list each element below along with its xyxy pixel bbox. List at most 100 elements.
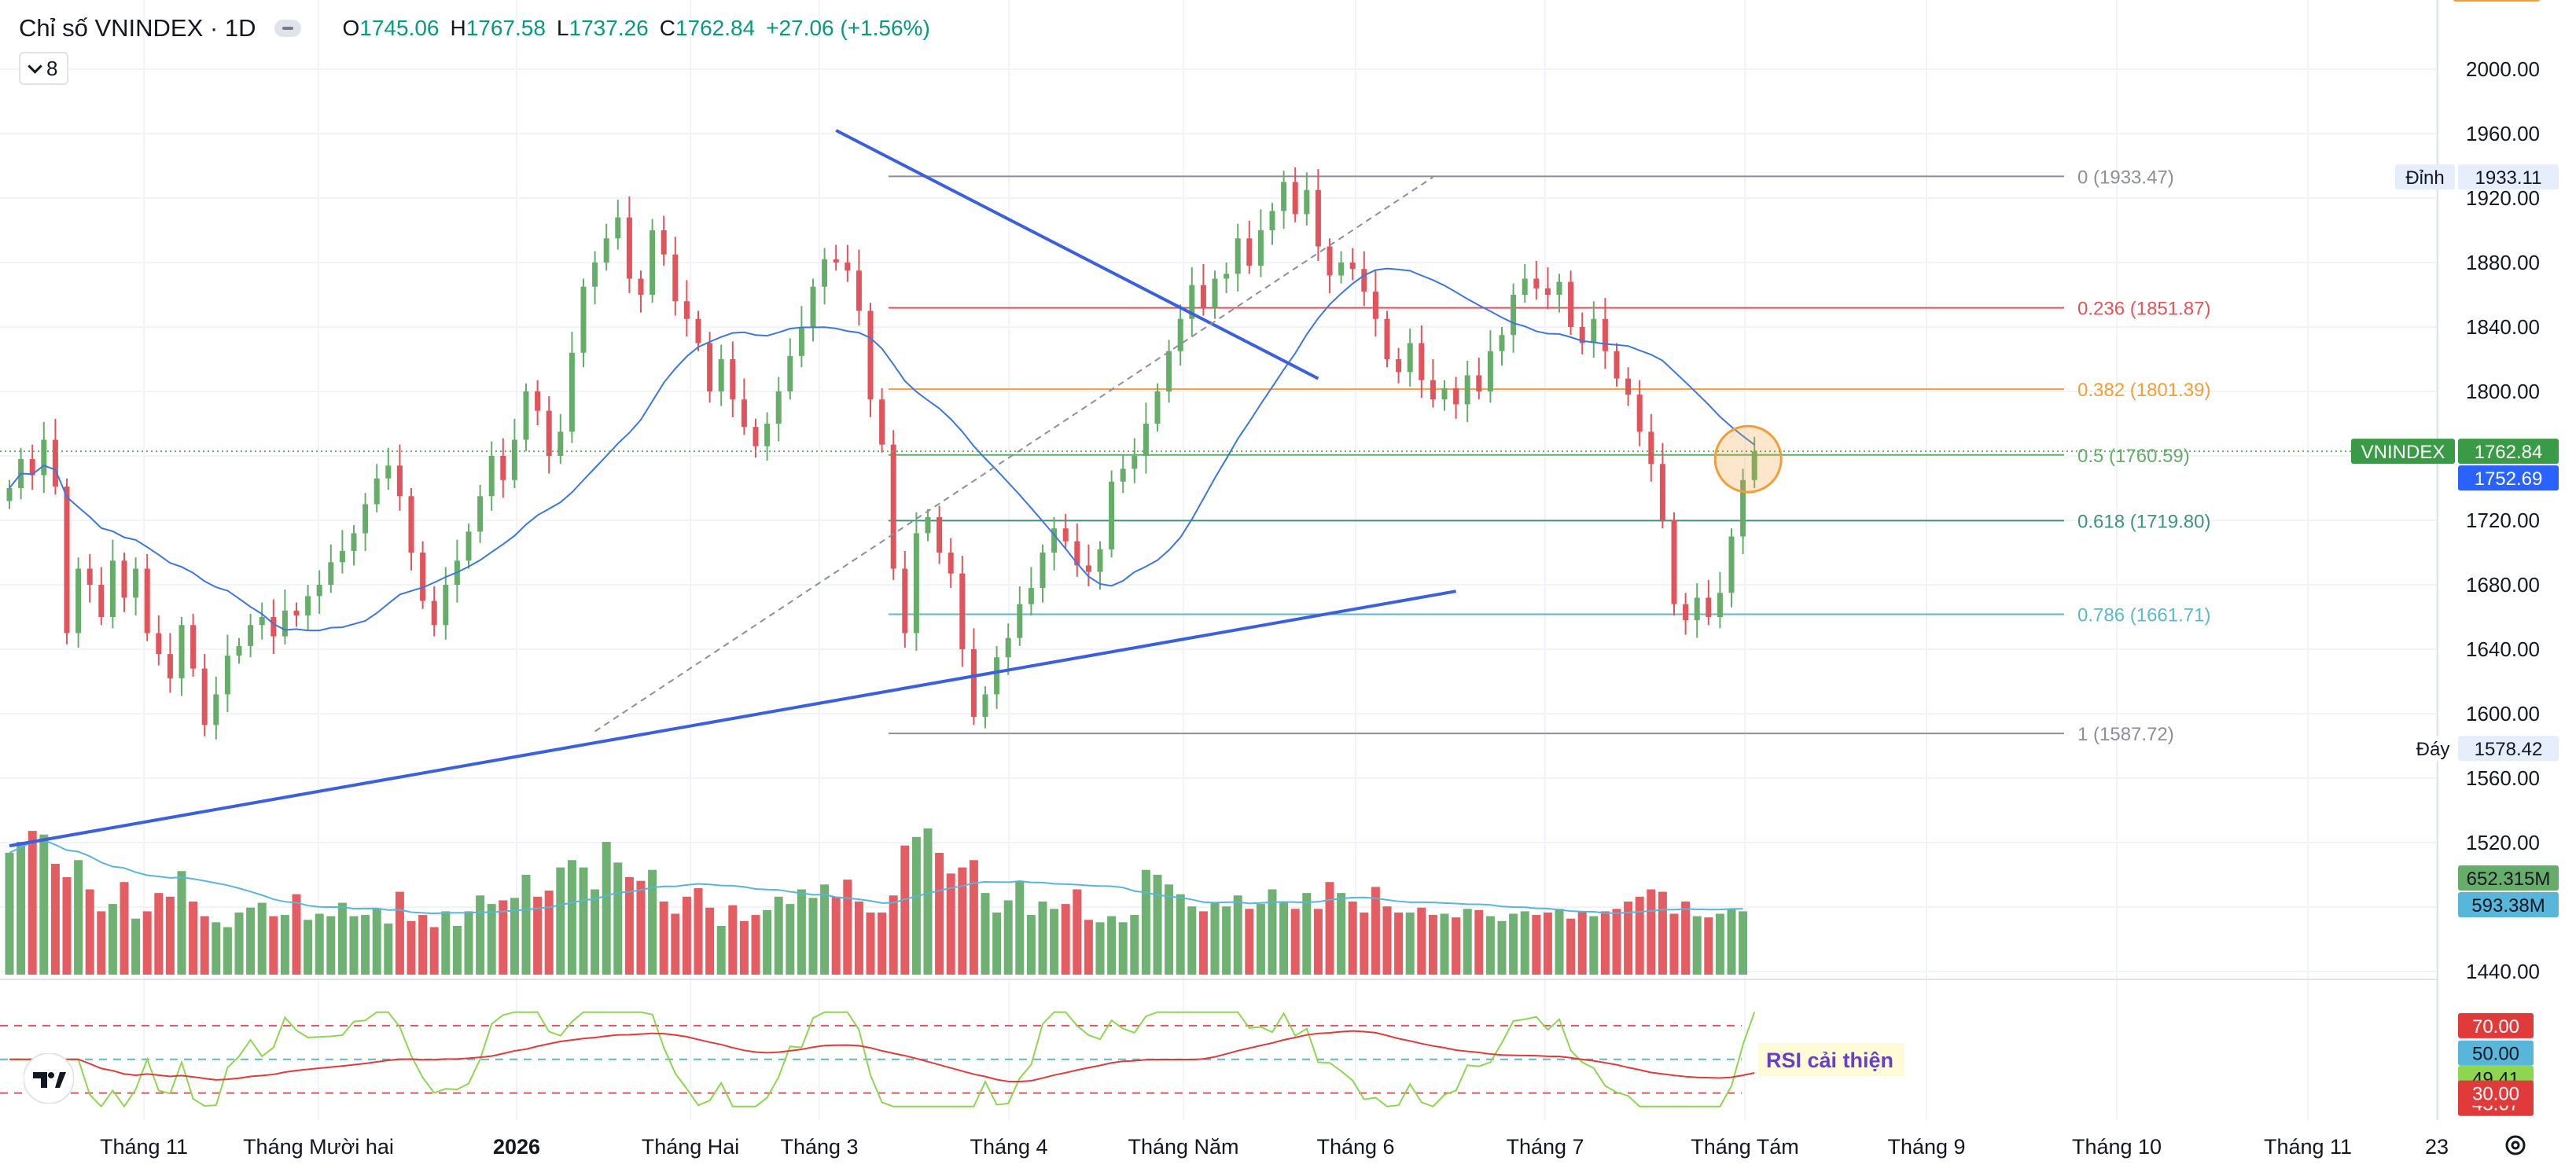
gear-icon[interactable]: [2502, 1132, 2529, 1159]
volume-bar: [1130, 915, 1139, 975]
candle-body: [523, 391, 529, 440]
candle: [351, 525, 357, 566]
volume-ma-value-bg: [2458, 892, 2559, 917]
candle-body: [683, 301, 690, 319]
volume-bar: [1692, 916, 1702, 975]
candle-body: [190, 625, 197, 669]
candle-body: [6, 488, 13, 501]
symbol-title[interactable]: Chỉ số VNINDEX · 1D: [19, 14, 256, 42]
volume-bar: [1198, 911, 1208, 975]
candle-body: [259, 617, 265, 626]
candle: [1625, 367, 1632, 406]
collapse-toggle-icon[interactable]: [274, 20, 302, 37]
volume-bar: [1612, 909, 1621, 975]
volume-bar: [1061, 904, 1070, 975]
candle-body: [1751, 451, 1757, 480]
candle-body: [1246, 238, 1253, 266]
candle: [913, 512, 919, 652]
fib-label-0.236: 0.236 (1851.87): [2077, 299, 2210, 320]
volume-bar: [1520, 911, 1529, 975]
volume-bar: [716, 926, 726, 975]
candle: [1189, 267, 1195, 337]
tradingview-logo-icon[interactable]: [24, 1053, 74, 1104]
candle-body: [178, 625, 185, 678]
volume-bar: [1153, 874, 1162, 975]
candle-body: [1476, 375, 1482, 391]
candle-body: [1189, 285, 1195, 319]
candle-body: [1315, 189, 1321, 247]
candle-body: [1304, 189, 1310, 215]
candle: [282, 590, 288, 645]
candle-body: [638, 278, 644, 295]
candle: [1097, 541, 1103, 590]
indicators-toggle-button[interactable]: 8: [19, 52, 69, 85]
volume-bar: [544, 891, 554, 975]
candle: [650, 219, 656, 303]
candle-body: [822, 259, 828, 287]
volume-bar: [1497, 920, 1507, 975]
volume-bar: [1268, 889, 1277, 975]
candle: [1694, 582, 1700, 638]
candle: [1028, 567, 1034, 615]
volume-bar: [1440, 913, 1449, 975]
volume-ma-value: 593.38M: [2471, 895, 2545, 916]
candle: [1120, 454, 1126, 494]
candle: [328, 544, 334, 593]
candle: [385, 447, 392, 490]
volume-bar: [452, 926, 462, 975]
ma-line: [9, 267, 1755, 632]
volume-bar: [820, 884, 830, 975]
candle-body: [718, 359, 724, 391]
candle: [558, 413, 564, 465]
candle: [1453, 376, 1459, 419]
candle: [156, 615, 162, 666]
volume-bar: [900, 845, 910, 975]
candle-body: [867, 310, 874, 400]
x-tick-label: Tháng Hai: [642, 1135, 740, 1159]
candle: [764, 412, 771, 461]
candle-body: [1109, 481, 1115, 549]
candle: [121, 553, 127, 612]
candle-body: [615, 217, 621, 239]
volume-bar: [1600, 911, 1610, 975]
candle-body: [1568, 281, 1574, 327]
trough-label-bg: [2411, 736, 2455, 762]
candle: [1372, 270, 1378, 337]
candle-body: [282, 610, 288, 637]
candle: [178, 617, 185, 696]
candle-body: [201, 668, 208, 725]
candle-body: [86, 568, 93, 585]
x-tick-label: Tháng 7: [1506, 1135, 1584, 1159]
candle: [1441, 380, 1448, 411]
candle-body: [500, 456, 506, 480]
volume-ma-line: [9, 839, 1743, 915]
candle-body: [1728, 536, 1735, 593]
candle: [466, 523, 472, 569]
x-tick-label: Tháng 9: [1887, 1135, 1965, 1159]
fib-diagonal: [594, 176, 1433, 733]
candle-body: [1269, 211, 1275, 230]
x-tick-label: Tháng 4: [970, 1135, 1047, 1159]
volume-bar: [39, 834, 49, 975]
volume-bar: [1704, 917, 1713, 975]
volume-bar: [326, 916, 336, 975]
peak-value-bg: [2458, 164, 2559, 190]
volume-bar: [337, 902, 347, 975]
volume-bar: [142, 911, 152, 975]
candle: [959, 556, 966, 667]
x-tick-label: Tháng 3: [780, 1135, 858, 1159]
volume-bar: [1715, 913, 1724, 975]
candle-body: [1659, 464, 1665, 520]
candle: [259, 602, 265, 640]
high-value: 1767.58: [466, 16, 546, 40]
candle: [1224, 263, 1230, 293]
candle-body: [890, 444, 896, 569]
volume-bar: [189, 902, 198, 975]
x-tick-label: Tháng 6: [1316, 1135, 1394, 1159]
volume-bar: [429, 927, 439, 975]
candle: [64, 478, 70, 645]
candle: [1246, 220, 1253, 274]
candle: [879, 387, 885, 453]
